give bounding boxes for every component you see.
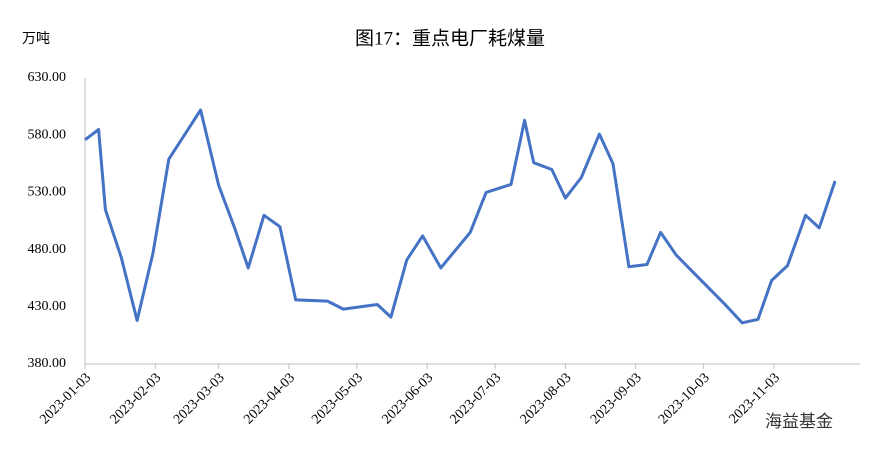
y-tick-label: 480.00 [28,242,67,257]
x-tick-label: 2023-01-03 [37,370,94,427]
x-tick-label: 2023-04-03 [241,370,298,427]
x-tick-label: 2023-09-03 [588,370,645,427]
watermark: 海益基金 [765,412,833,432]
x-tick-label: 2023-10-03 [656,370,713,427]
y-axis-label: 万吨 [22,31,50,47]
line [84,108,837,325]
y-tick-label: 630.00 [28,70,67,85]
x-tick-label: 2023-06-03 [379,370,436,427]
x-tick-label: 2023-08-03 [518,370,575,427]
x-tick-label: 2023-02-03 [108,370,165,427]
chart-title: 图17：重点电厂耗煤量 [355,27,545,49]
y-tick-label: 380.00 [28,356,67,371]
x-tick-label: 2023-05-03 [309,370,366,427]
x-tick-label: 2023-07-03 [447,370,504,427]
y-tick-label: 580.00 [28,127,67,142]
y-tick-label: 430.00 [28,299,67,314]
x-tick-label: 2023-03-03 [171,370,228,427]
y-tick-label: 530.00 [28,185,67,200]
